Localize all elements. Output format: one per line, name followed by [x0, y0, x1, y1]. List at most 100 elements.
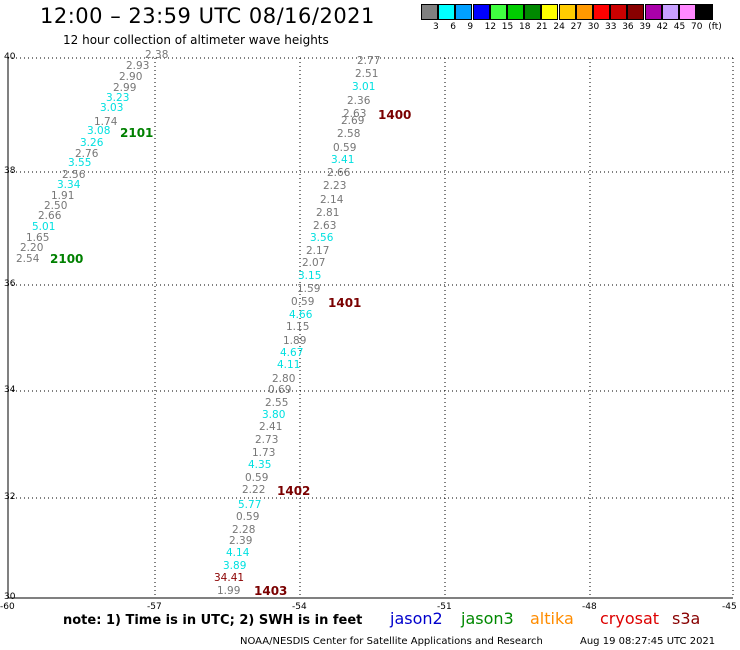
legend-label: 45 [673, 22, 686, 32]
legend-swatch [421, 4, 438, 20]
track-id-label: 1402 [277, 484, 311, 498]
wave-height-value: 1.15 [286, 321, 310, 333]
legend-swatch [593, 4, 610, 20]
wave-height-value: 2.69 [341, 115, 365, 127]
wave-height-value: 2.77 [357, 55, 381, 67]
legend-label: 27 [570, 22, 583, 32]
wave-height-value: 3.26 [80, 137, 104, 149]
track-id-label: 2101 [120, 126, 154, 140]
legend-swatch [575, 4, 593, 20]
legend-label: 39 [639, 22, 651, 32]
wave-height-value: 2.50 [44, 200, 68, 212]
wave-height-value: 2.23 [323, 180, 347, 192]
wave-height-value: 0.59 [236, 511, 260, 523]
wave-height-value: 2.07 [302, 257, 326, 269]
wave-height-value: 1.59 [297, 283, 321, 295]
wave-height-value: 1.65 [26, 232, 50, 244]
wave-height-value: 1.99 [217, 585, 241, 597]
wave-height-value: 1.74 [94, 116, 118, 128]
lon-tick-label: -48 [582, 602, 597, 612]
wave-height-value: 5.77 [238, 499, 262, 511]
lat-tick-label: 32 [4, 492, 16, 502]
satellite-name: jason2 [390, 609, 443, 628]
wave-height-value: 2.36 [347, 95, 371, 107]
wave-height-value: 5.01 [32, 221, 56, 233]
lon-tick-label: -57 [147, 602, 162, 612]
wave-height-value: 1.89 [283, 335, 307, 347]
wave-height-value: 2.22 [242, 484, 266, 496]
lon-tick-label: -54 [292, 602, 307, 612]
wave-height-value: 2.54 [16, 253, 40, 265]
legend-swatch [627, 4, 645, 20]
generated-timestamp: Aug 19 08:27:45 UTC 2021 [580, 636, 716, 647]
wave-height-value: 3.55 [68, 157, 92, 169]
wave-height-value: 4.67 [280, 347, 304, 359]
track-id-label: 1400 [378, 108, 412, 122]
legend-label: 18 [519, 22, 531, 32]
lon-tick-label: -45 [722, 602, 737, 612]
legend-swatch [696, 4, 714, 20]
legend-label: 33 [605, 22, 617, 32]
wave-height-value: 1.91 [51, 190, 75, 202]
lat-tick-label: 30 [4, 592, 16, 602]
legend-label: 3 [433, 22, 439, 32]
legend-label: 36 [622, 22, 634, 32]
wave-height-value: 0.59 [333, 142, 357, 154]
legend-swatch [644, 4, 662, 20]
legend-swatch [438, 4, 456, 20]
lon-tick-label: -60 [0, 602, 15, 612]
legend-swatch [541, 4, 559, 20]
wave-height-value: 4.66 [289, 309, 313, 321]
wave-height-value: 2.80 [272, 373, 296, 385]
track-id-label: 1401 [328, 296, 362, 310]
wave-height-value: 2.51 [355, 68, 379, 80]
wave-height-value: 4.11 [277, 359, 301, 371]
wave-height-value: 2.90 [119, 71, 143, 83]
wave-height-value: 2.56 [62, 169, 86, 181]
wave-height-value: 2.14 [320, 194, 344, 206]
legend-swatch [661, 4, 679, 20]
wave-height-value: 0.69 [268, 384, 292, 396]
map-title: 12:00 – 23:59 UTC 08/16/2021 [40, 4, 375, 28]
legend-label: 9 [467, 22, 474, 32]
wave-height-value: 3.56 [310, 232, 334, 244]
wave-height-value: 2.17 [306, 245, 330, 257]
wave-height-value: 3.41 [331, 154, 355, 166]
wave-height-value: 2.63 [343, 108, 367, 120]
wave-height-value: 2.38 [145, 49, 169, 61]
wave-height-value: 2.20 [20, 242, 44, 254]
wave-height-value: 3.89 [223, 560, 247, 572]
wave-height-value: 3.08 [87, 125, 111, 137]
footer-note: note: 1) Time is in UTC; 2) SWH is in fe… [63, 613, 363, 628]
wave-height-value: 4.35 [248, 459, 272, 471]
wave-height-value: 2.63 [313, 220, 337, 232]
wave-height-value: 2.76 [75, 148, 99, 160]
legend-swatch [507, 4, 524, 20]
wave-height-value: 0.59 [291, 296, 315, 308]
lon-tick-label: -51 [437, 602, 452, 612]
legend-label: 42 [656, 22, 669, 32]
credit-line: NOAA/NESDIS Center for Satellite Applica… [240, 636, 543, 647]
legend-unit: (ft) [708, 22, 722, 32]
wave-height-value: 3.80 [262, 409, 286, 421]
wave-height-value: 3.03 [100, 102, 124, 114]
legend-label: 12 [484, 22, 497, 32]
wave-height-value: 2.99 [113, 82, 137, 94]
legend-swatch [472, 4, 490, 20]
lat-tick-label: 36 [4, 279, 16, 289]
legend-label: 24 [553, 22, 565, 32]
legend-label: 15 [501, 22, 514, 32]
legend-label: 21 [536, 22, 548, 32]
legend-swatch [610, 4, 628, 20]
lat-lon-grid [7, 57, 734, 599]
wave-height-value: 4.14 [226, 547, 250, 559]
legend-swatch [455, 4, 473, 20]
wave-height-value: 2.66 [327, 167, 351, 179]
wave-height-value: 2.66 [38, 210, 62, 222]
wave-height-value: 2.93 [126, 60, 150, 72]
wave-height-value: 2.73 [255, 434, 279, 446]
wave-height-value: 2.58 [337, 128, 361, 140]
legend-swatch [679, 4, 696, 20]
wave-height-value: 34.41 [214, 572, 245, 584]
